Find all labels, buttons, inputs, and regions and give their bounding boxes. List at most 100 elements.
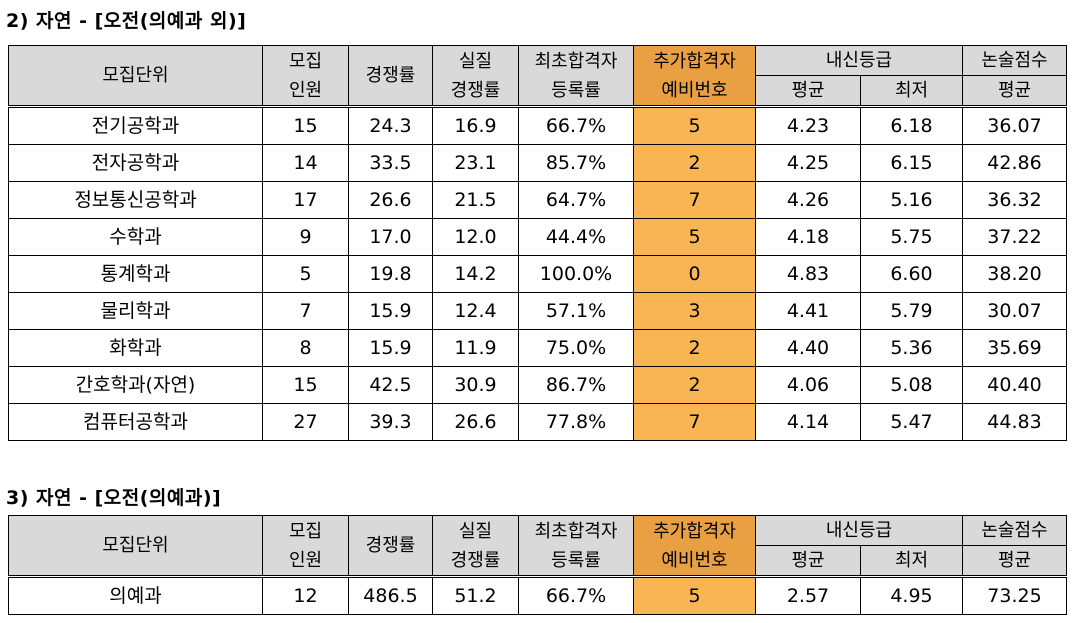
cell-grade-avg: 4.23 [755,106,861,145]
cell-waitlist: 0 [633,255,756,293]
cell-essay-avg: 44.83 [962,403,1067,441]
table-row: 전기공학과 15 24.3 16.9 66.7% 5 4.23 6.18 36.… [8,106,1067,145]
cell-first-registration: 86.7% [518,366,634,404]
cell-competition: 19.8 [348,255,433,293]
header-competition: 경쟁률 [348,45,433,108]
cell-competition: 42.5 [348,366,433,404]
cell-quota: 5 [262,255,349,293]
header-real-competition: 실질 경쟁률 [432,45,519,108]
header-essay-avg: 평균 [962,75,1067,108]
table-row: 수학과 9 17.0 12.0 44.4% 5 4.18 5.75 37.22 [8,218,1067,256]
cell-grade-avg: 4.14 [755,403,861,441]
table-row: 의예과 12 486.5 51.2 66.7% 5 2.57 4.95 73.2… [8,576,1067,615]
cell-waitlist: 7 [633,181,756,219]
cell-competition: 26.6 [348,181,433,219]
cell-waitlist: 2 [633,329,756,367]
cell-quota: 12 [262,576,349,615]
cell-quota: 7 [262,292,349,330]
cell-waitlist: 2 [633,144,756,182]
cell-grade-min: 5.16 [860,181,963,219]
table-row: 컴퓨터공학과 27 39.3 26.6 77.8% 7 4.14 5.47 44… [8,403,1067,441]
cell-waitlist: 2 [633,366,756,404]
cell-essay-avg: 36.07 [962,106,1067,145]
cell-grade-min: 5.75 [860,218,963,256]
cell-first-registration: 85.7% [518,144,634,182]
cell-competition: 15.9 [348,329,433,367]
cell-unit: 물리학과 [8,292,263,330]
cell-unit: 전자공학과 [8,144,263,182]
header-essay-avg: 평균 [962,545,1067,578]
cell-real-competition: 14.2 [432,255,519,293]
table-row: 화학과 8 15.9 11.9 75.0% 2 4.40 5.36 35.69 [8,329,1067,367]
cell-waitlist: 5 [633,576,756,615]
cell-unit: 수학과 [8,218,263,256]
header-grade: 내신등급 [755,45,963,76]
cell-first-registration: 66.7% [518,576,634,615]
header-competition: 경쟁률 [348,515,433,578]
section-2-header: 모집단위 모집 인원 경쟁률 실질 경쟁률 최초합격자 등록률 추가합격자 예비번호 내… [8,45,1067,108]
cell-grade-min: 6.60 [860,255,963,293]
cell-real-competition: 16.9 [432,106,519,145]
header-quota: 모집 인원 [262,45,349,108]
cell-grade-min: 4.95 [860,576,963,615]
cell-essay-avg: 38.20 [962,255,1067,293]
cell-competition: 33.5 [348,144,433,182]
table-row: 전자공학과 14 33.5 23.1 85.7% 2 4.25 6.15 42.… [8,144,1067,182]
header-essay: 논술점수 [962,45,1067,76]
cell-waitlist: 7 [633,403,756,441]
cell-competition: 486.5 [348,576,433,615]
cell-grade-min: 5.47 [860,403,963,441]
cell-waitlist: 5 [633,106,756,145]
header-grade-avg: 평균 [755,75,861,108]
cell-competition: 15.9 [348,292,433,330]
header-unit: 모집단위 [8,45,263,108]
header-first-registration: 최초합격자 등록률 [518,515,634,578]
cell-quota: 15 [262,366,349,404]
cell-real-competition: 11.9 [432,329,519,367]
cell-grade-avg: 4.26 [755,181,861,219]
header-grade-avg: 평균 [755,545,861,578]
cell-grade-avg: 4.83 [755,255,861,293]
cell-grade-avg: 4.40 [755,329,861,367]
cell-first-registration: 66.7% [518,106,634,145]
cell-first-registration: 44.4% [518,218,634,256]
cell-real-competition: 51.2 [432,576,519,615]
cell-grade-min: 5.36 [860,329,963,367]
cell-first-registration: 77.8% [518,403,634,441]
cell-essay-avg: 30.07 [962,292,1067,330]
cell-grade-avg: 4.18 [755,218,861,256]
cell-quota: 14 [262,144,349,182]
cell-real-competition: 12.0 [432,218,519,256]
cell-grade-avg: 4.25 [755,144,861,182]
section-3-header: 모집단위 모집 인원 경쟁률 실질 경쟁률 최초합격자 등록률 추가합격자 예비번호 내… [8,515,1067,578]
cell-essay-avg: 42.86 [962,144,1067,182]
table-row: 통계학과 5 19.8 14.2 100.0% 0 4.83 6.60 38.2… [8,255,1067,293]
cell-quota: 27 [262,403,349,441]
cell-essay-avg: 36.32 [962,181,1067,219]
cell-grade-min: 5.79 [860,292,963,330]
cell-unit: 통계학과 [8,255,263,293]
cell-grade-min: 5.08 [860,366,963,404]
cell-real-competition: 21.5 [432,181,519,219]
cell-grade-avg: 4.41 [755,292,861,330]
cell-first-registration: 75.0% [518,329,634,367]
header-waitlist: 추가합격자 예비번호 [633,45,756,108]
cell-essay-avg: 37.22 [962,218,1067,256]
header-grade-min: 최저 [860,545,963,578]
cell-unit: 정보통신공학과 [8,181,263,219]
table-row: 물리학과 7 15.9 12.4 57.1% 3 4.41 5.79 30.07 [8,292,1067,330]
section-2-title: 2) 자연 - [오전(의예과 외)] [6,10,247,32]
cell-waitlist: 5 [633,218,756,256]
section-3-title: 3) 자연 - [오전(의예과)] [6,487,222,509]
cell-unit: 컴퓨터공학과 [8,403,263,441]
header-grade: 내신등급 [755,515,963,546]
section-2-table: 모집단위 모집 인원 경쟁률 실질 경쟁률 최초합격자 등록률 추가합격자 예비번호 내… [8,45,1067,441]
cell-unit: 화학과 [8,329,263,367]
header-first-registration: 최초합격자 등록률 [518,45,634,108]
cell-unit: 전기공학과 [8,106,263,145]
header-grade-min: 최저 [860,75,963,108]
cell-unit: 의예과 [8,576,263,615]
header-waitlist: 추가합격자 예비번호 [633,515,756,578]
header-essay: 논술점수 [962,515,1067,546]
header-unit: 모집단위 [8,515,263,578]
